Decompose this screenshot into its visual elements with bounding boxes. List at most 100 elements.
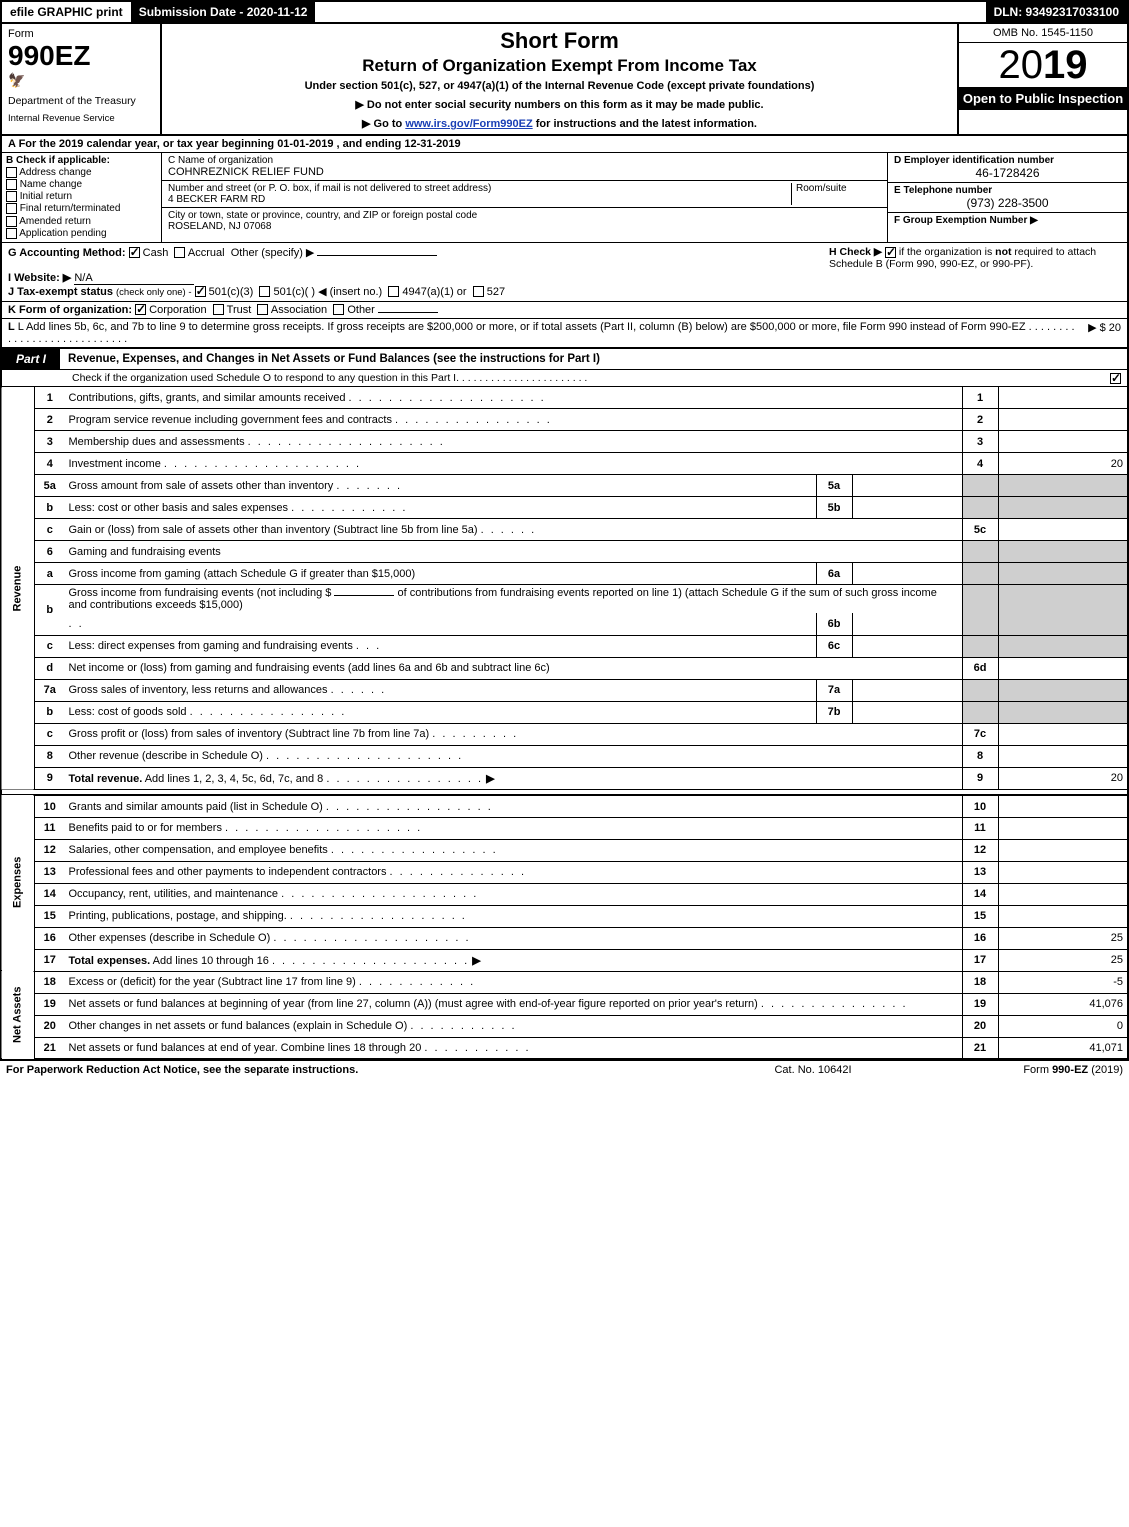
- g-other-input[interactable]: [317, 255, 437, 256]
- num-14: 14: [35, 883, 65, 905]
- form-header: Form 990EZ 🦅 Department of the Treasury …: [0, 24, 1129, 136]
- rnum-18: 18: [962, 971, 998, 993]
- desc-19: Net assets or fund balances at beginning…: [65, 993, 963, 1015]
- rnum-13: 13: [962, 861, 998, 883]
- table-row: 3 Membership dues and assessments . . . …: [1, 431, 1128, 453]
- form-title: Short Form: [172, 28, 947, 54]
- desc-6c: Less: direct expenses from gaming and fu…: [65, 635, 817, 657]
- footer-left: For Paperwork Reduction Act Notice, see …: [6, 1064, 703, 1076]
- line-g: G Accounting Method: Cash Accrual Other …: [8, 246, 821, 298]
- table-row: 7a Gross sales of inventory, less return…: [1, 679, 1128, 701]
- num-7a: 7a: [35, 679, 65, 701]
- irs-eagle-icon: 🦅: [8, 72, 154, 89]
- val-9: 20: [998, 767, 1128, 789]
- table-row: 13 Professional fees and other payments …: [1, 861, 1128, 883]
- chk-trust[interactable]: [213, 304, 224, 315]
- chk-initial-return[interactable]: Initial return: [6, 191, 157, 202]
- ival-7a: [852, 679, 962, 701]
- chk-amended-return[interactable]: Amended return: [6, 216, 157, 227]
- rnum-6a: [962, 563, 998, 585]
- val-16: 25: [998, 927, 1128, 949]
- chk-name-change[interactable]: Name change: [6, 179, 157, 190]
- chk-cash[interactable]: [129, 247, 140, 258]
- opt-cash: Cash: [143, 247, 169, 259]
- table-row: . . 6b: [1, 613, 1128, 635]
- desc-16: Other expenses (describe in Schedule O) …: [65, 927, 963, 949]
- inum-5a: 5a: [816, 475, 852, 497]
- city: ROSELAND, NJ 07068: [168, 221, 271, 232]
- org-name: COHNREZNICK RELIEF FUND: [168, 166, 324, 178]
- num-7c: c: [35, 723, 65, 745]
- desc-7b: Less: cost of goods sold . . . . . . . .…: [65, 701, 817, 723]
- table-row: c Gain or (loss) from sale of assets oth…: [1, 519, 1128, 541]
- table-row: 4 Investment income . . . . . . . . . . …: [1, 453, 1128, 475]
- table-row: 2 Program service revenue including gove…: [1, 409, 1128, 431]
- chk-association[interactable]: [257, 304, 268, 315]
- inum-5b: 5b: [816, 497, 852, 519]
- table-row: 19 Net assets or fund balances at beginn…: [1, 993, 1128, 1015]
- col-b-title: B Check if applicable:: [6, 155, 110, 166]
- num-5c: c: [35, 519, 65, 541]
- num-15: 15: [35, 905, 65, 927]
- irs-link[interactable]: www.irs.gov/Form990EZ: [405, 118, 532, 130]
- 6b-amount-input[interactable]: [334, 595, 394, 596]
- chk-corporation[interactable]: [135, 304, 146, 315]
- rnum-11: 11: [962, 817, 998, 839]
- rnum-4: 4: [962, 453, 998, 475]
- j-label: J Tax-exempt status: [8, 286, 113, 298]
- rnum-6d: 6d: [962, 657, 998, 679]
- chk-address-change[interactable]: Address change: [6, 167, 157, 178]
- chk-accrual[interactable]: [174, 247, 185, 258]
- chk-501c[interactable]: [259, 286, 270, 297]
- chk-527[interactable]: [473, 286, 484, 297]
- lines-table: Revenue 1 Contributions, gifts, grants, …: [0, 387, 1129, 1061]
- val-14: [998, 883, 1128, 905]
- rnum-6: [962, 541, 998, 563]
- chk-h[interactable]: [885, 247, 896, 258]
- ival-6b: [852, 613, 962, 635]
- g-label: G Accounting Method:: [8, 247, 126, 259]
- ival-5b: [852, 497, 962, 519]
- goto-pre: ▶ Go to: [362, 118, 405, 130]
- form-subtitle: Return of Organization Exempt From Incom…: [172, 56, 947, 76]
- desc-14: Occupancy, rent, utilities, and maintena…: [65, 883, 963, 905]
- part1-sub-check[interactable]: [1099, 372, 1121, 384]
- rnum-14: 14: [962, 883, 998, 905]
- val-7a-grey: [998, 679, 1128, 701]
- rnum-12: 12: [962, 839, 998, 861]
- form-word: Form: [8, 28, 154, 40]
- city-cell: City or town, state or province, country…: [162, 208, 887, 234]
- inum-7b: 7b: [816, 701, 852, 723]
- part1-sub: Check if the organization used Schedule …: [0, 370, 1129, 387]
- num-12: 12: [35, 839, 65, 861]
- open-to-public: Open to Public Inspection: [959, 87, 1127, 110]
- k-label: K Form of organization:: [8, 304, 132, 316]
- chk-application-pending[interactable]: Application pending: [6, 228, 157, 239]
- k-other-input[interactable]: [378, 312, 438, 313]
- rnum-2: 2: [962, 409, 998, 431]
- rnum-7b: [962, 701, 998, 723]
- group-exemption-cell: F Group Exemption Number ▶: [888, 213, 1127, 242]
- desc-6d: Net income or (loss) from gaming and fun…: [65, 657, 963, 679]
- num-5a: 5a: [35, 475, 65, 497]
- efile-label[interactable]: efile GRAPHIC print: [2, 2, 131, 22]
- num-17: 17: [35, 949, 65, 971]
- table-row: 8 Other revenue (describe in Schedule O)…: [1, 745, 1128, 767]
- rnum-16: 16: [962, 927, 998, 949]
- val-18: -5: [998, 971, 1128, 993]
- opt-other: Other (specify) ▶: [231, 247, 315, 259]
- chk-4947[interactable]: [388, 286, 399, 297]
- desc-18: Excess or (deficit) for the year (Subtra…: [65, 971, 963, 993]
- ival-6c: [852, 635, 962, 657]
- side-net-assets: Net Assets: [1, 971, 35, 1059]
- side-revenue: Revenue: [1, 387, 35, 790]
- desc-2: Program service revenue including govern…: [65, 409, 963, 431]
- desc-10: Grants and similar amounts paid (list in…: [65, 795, 963, 817]
- line-a: A For the 2019 calendar year, or tax yea…: [0, 136, 1129, 153]
- val-13: [998, 861, 1128, 883]
- rnum-8: 8: [962, 745, 998, 767]
- chk-final-return[interactable]: Final return/terminated: [6, 203, 157, 214]
- chk-other-org[interactable]: [333, 304, 344, 315]
- chk-501c3[interactable]: [195, 286, 206, 297]
- inum-6c: 6c: [816, 635, 852, 657]
